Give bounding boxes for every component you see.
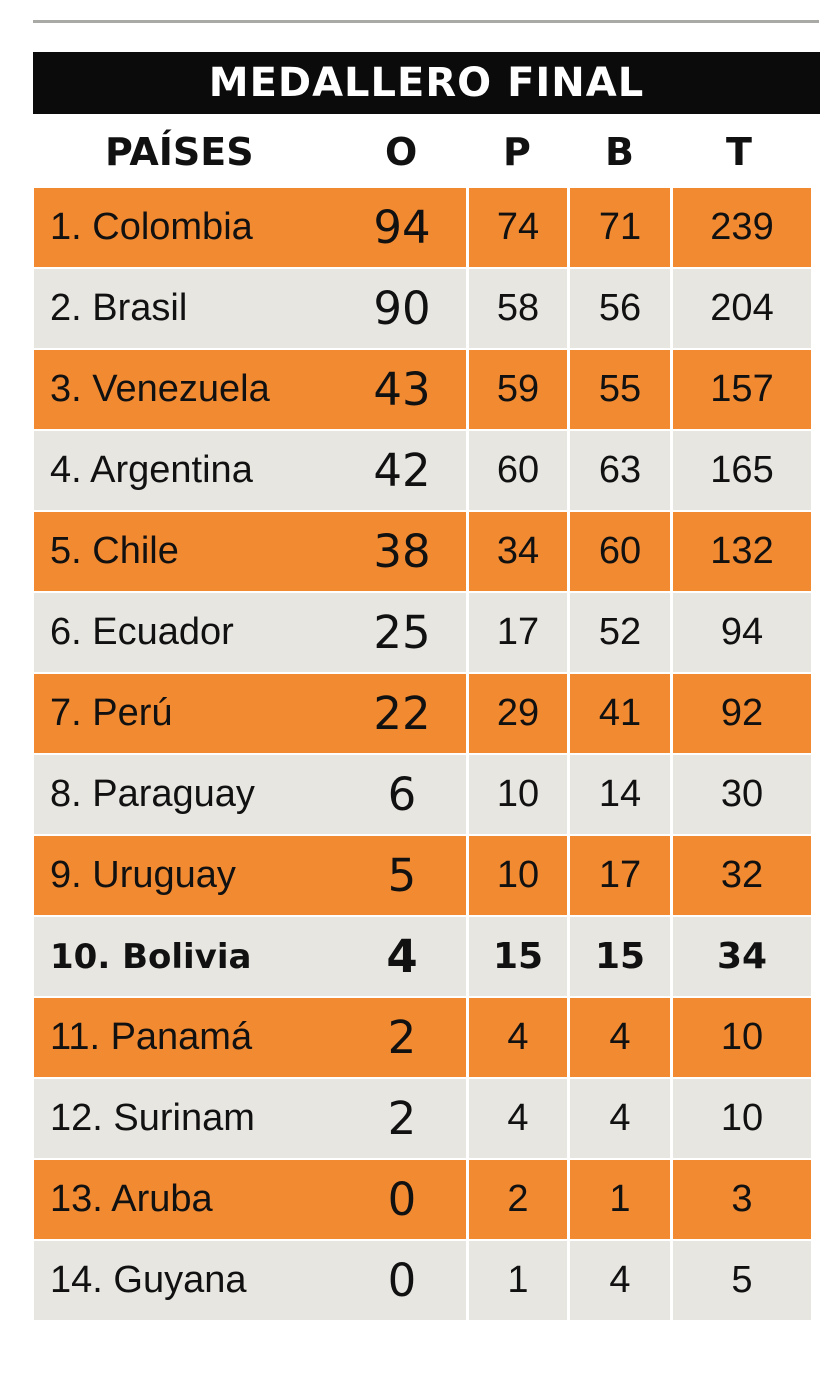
country-cell: 1. Colombia: [34, 188, 351, 267]
bronze-cell: 4: [570, 998, 670, 1077]
country-cell: 11. Panamá: [34, 998, 351, 1077]
table-row: 7. Perú 22 29 41 92: [34, 674, 811, 755]
header-bronze: B: [605, 130, 634, 174]
table-row: 6. Ecuador 25 17 52 94: [34, 593, 811, 674]
total-cell: 10: [673, 1079, 811, 1158]
header-gold: O: [385, 130, 418, 174]
country-cell: 6. Ecuador: [34, 593, 351, 672]
bronze-cell: 71: [570, 188, 670, 267]
country-cell: 14. Guyana: [34, 1241, 351, 1320]
total-cell: 157: [673, 350, 811, 429]
silver-cell: 74: [469, 188, 567, 267]
gold-cell: 43: [338, 350, 466, 429]
total-cell: 165: [673, 431, 811, 510]
total-cell: 132: [673, 512, 811, 591]
medal-table: 1. Colombia 94 74 71 239 2. Brasil 90 58 56 204 3.…: [34, 188, 811, 1322]
silver-cell: 10: [469, 836, 567, 915]
gold-cell: 0: [338, 1160, 466, 1239]
silver-cell: 58: [469, 269, 567, 348]
total-cell: 92: [673, 674, 811, 753]
gold-cell: 2: [338, 998, 466, 1077]
gold-cell: 90: [338, 269, 466, 348]
header-total: T: [726, 130, 752, 174]
silver-cell: 2: [469, 1160, 567, 1239]
silver-cell: 15: [469, 917, 567, 996]
header-silver: P: [503, 130, 531, 174]
total-cell: 3: [673, 1160, 811, 1239]
table-title: MEDALLERO FINAL: [33, 52, 820, 114]
country-cell: 8. Paraguay: [34, 755, 351, 834]
total-cell: 204: [673, 269, 811, 348]
gold-cell: 38: [338, 512, 466, 591]
table-row: 5. Chile 38 34 60 132: [34, 512, 811, 593]
country-cell: 3. Venezuela: [34, 350, 351, 429]
gold-cell: 22: [338, 674, 466, 753]
table-row: 9. Uruguay 5 10 17 32: [34, 836, 811, 917]
country-cell: 9. Uruguay: [34, 836, 351, 915]
bronze-cell: 55: [570, 350, 670, 429]
country-cell: 7. Perú: [34, 674, 351, 753]
silver-cell: 60: [469, 431, 567, 510]
silver-cell: 17: [469, 593, 567, 672]
country-cell: 5. Chile: [34, 512, 351, 591]
bronze-cell: 4: [570, 1079, 670, 1158]
table-row: 11. Panamá 2 4 4 10: [34, 998, 811, 1079]
total-cell: 94: [673, 593, 811, 672]
country-cell: 4. Argentina: [34, 431, 351, 510]
gold-cell: 0: [338, 1241, 466, 1320]
country-cell: 10. Bolivia: [34, 917, 351, 996]
total-cell: 30: [673, 755, 811, 834]
total-cell: 10: [673, 998, 811, 1077]
silver-cell: 1: [469, 1241, 567, 1320]
country-cell: 2. Brasil: [34, 269, 351, 348]
country-cell: 12. Surinam: [34, 1079, 351, 1158]
table-row: 13. Aruba 0 2 1 3: [34, 1160, 811, 1241]
gold-cell: 94: [338, 188, 466, 267]
table-row: 10. Bolivia 4 15 15 34: [34, 917, 811, 998]
header-row: PAÍSES O P B T: [33, 118, 820, 188]
gold-cell: 25: [338, 593, 466, 672]
table-row: 3. Venezuela 43 59 55 157: [34, 350, 811, 431]
bronze-cell: 15: [570, 917, 670, 996]
top-rule: [33, 20, 819, 23]
bronze-cell: 60: [570, 512, 670, 591]
total-cell: 5: [673, 1241, 811, 1320]
table-row: 1. Colombia 94 74 71 239: [34, 188, 811, 269]
total-cell: 34: [673, 917, 811, 996]
table-row: 12. Surinam 2 4 4 10: [34, 1079, 811, 1160]
bronze-cell: 41: [570, 674, 670, 753]
silver-cell: 10: [469, 755, 567, 834]
silver-cell: 59: [469, 350, 567, 429]
silver-cell: 29: [469, 674, 567, 753]
table-row: 14. Guyana 0 1 4 5: [34, 1241, 811, 1322]
bronze-cell: 14: [570, 755, 670, 834]
bronze-cell: 4: [570, 1241, 670, 1320]
gold-cell: 42: [338, 431, 466, 510]
silver-cell: 34: [469, 512, 567, 591]
silver-cell: 4: [469, 1079, 567, 1158]
table-row: 2. Brasil 90 58 56 204: [34, 269, 811, 350]
bronze-cell: 17: [570, 836, 670, 915]
gold-cell: 6: [338, 755, 466, 834]
header-country: PAÍSES: [105, 130, 254, 174]
total-cell: 239: [673, 188, 811, 267]
table-row: 8. Paraguay 6 10 14 30: [34, 755, 811, 836]
bronze-cell: 1: [570, 1160, 670, 1239]
gold-cell: 5: [338, 836, 466, 915]
gold-cell: 4: [338, 917, 466, 996]
total-cell: 32: [673, 836, 811, 915]
bronze-cell: 63: [570, 431, 670, 510]
bronze-cell: 52: [570, 593, 670, 672]
gold-cell: 2: [338, 1079, 466, 1158]
silver-cell: 4: [469, 998, 567, 1077]
bronze-cell: 56: [570, 269, 670, 348]
country-cell: 13. Aruba: [34, 1160, 351, 1239]
table-row: 4. Argentina 42 60 63 165: [34, 431, 811, 512]
